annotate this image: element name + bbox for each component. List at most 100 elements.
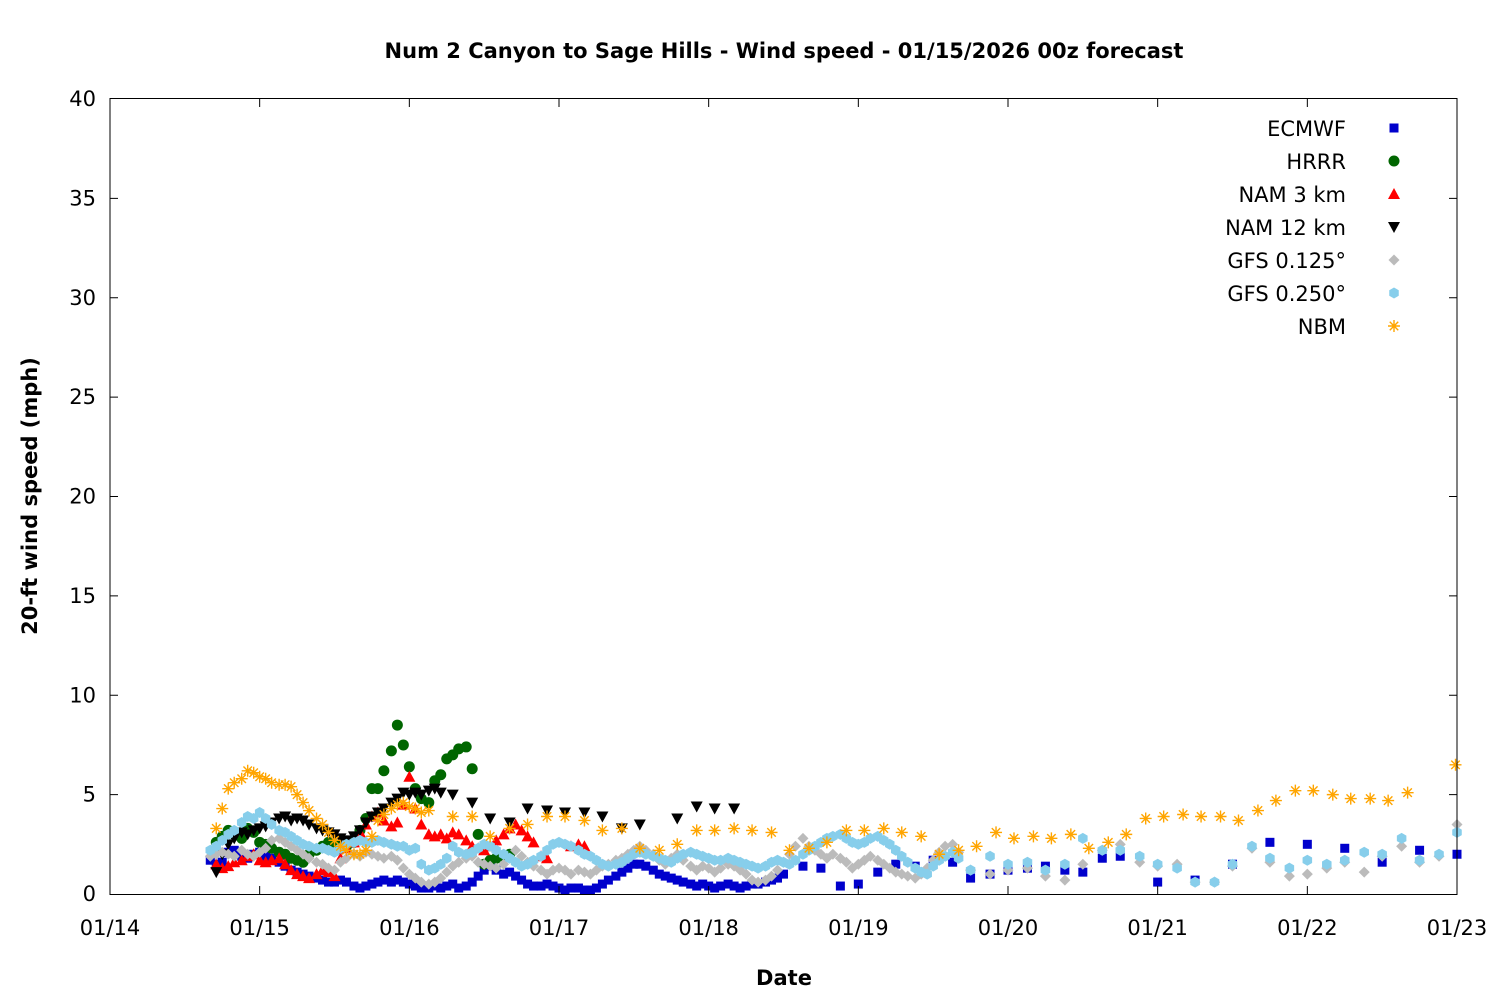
data-point [371, 814, 384, 827]
data-point [241, 764, 254, 777]
data-point [379, 875, 389, 885]
data-point [466, 763, 478, 775]
data-point [229, 824, 239, 836]
data-point [766, 870, 778, 882]
data-point [398, 877, 408, 887]
data-point [1401, 786, 1414, 799]
data-point [335, 875, 345, 885]
data-point [1377, 848, 1387, 860]
data-point [235, 772, 248, 785]
data-point [536, 881, 546, 891]
data-point [403, 761, 415, 773]
legend-label: NAM 12 km [1225, 216, 1346, 240]
data-point [716, 881, 726, 891]
x-tick-label: 01/20 [978, 916, 1039, 940]
data-point [671, 838, 684, 851]
data-point [1139, 812, 1152, 825]
data-point [318, 875, 328, 885]
data-point [391, 719, 403, 731]
data-point [1284, 862, 1295, 874]
data-point [441, 866, 453, 878]
data-point [453, 856, 465, 868]
data-point [783, 844, 796, 857]
data-point [560, 885, 570, 895]
data-point [835, 881, 845, 891]
data-point [484, 830, 497, 843]
data-point [1059, 874, 1071, 886]
data-point [686, 879, 696, 889]
plot-area [204, 719, 1463, 895]
data-point [603, 860, 614, 872]
data-point [503, 822, 516, 835]
data-point [1415, 845, 1425, 855]
data-point [1177, 808, 1190, 821]
data-point [698, 879, 708, 889]
data-point [741, 881, 751, 891]
data-point [303, 804, 316, 817]
data-point [585, 885, 595, 895]
data-point [1247, 840, 1257, 852]
data-point [452, 828, 465, 840]
data-point [728, 822, 741, 835]
data-point [565, 868, 577, 880]
data-point [367, 879, 377, 889]
data-point [1115, 844, 1126, 856]
data-point [416, 858, 427, 870]
legend-marker [1388, 222, 1400, 233]
data-point [446, 789, 459, 801]
data-point [633, 842, 646, 855]
data-point [922, 868, 932, 880]
data-point [660, 871, 670, 881]
data-point [858, 824, 871, 837]
data-point [521, 803, 534, 815]
data-point [596, 824, 609, 837]
data-point [391, 854, 403, 866]
data-point [349, 881, 359, 891]
data-point [692, 881, 702, 891]
data-point [448, 879, 458, 889]
data-point [515, 824, 528, 836]
data-point [497, 828, 510, 840]
data-point [1082, 842, 1095, 855]
data-point [633, 819, 646, 831]
data-point [666, 873, 676, 883]
data-point [746, 824, 759, 837]
data-point [1027, 830, 1040, 843]
data-point [297, 815, 310, 827]
data-point [1227, 858, 1238, 870]
x-tick-label: 01/15 [229, 916, 290, 940]
data-point [461, 881, 471, 891]
x-tick-label: 01/17 [529, 916, 590, 940]
data-point [1344, 792, 1357, 805]
legend-label: GFS 0.250° [1227, 282, 1346, 306]
data-point [247, 766, 260, 779]
data-point [379, 836, 389, 848]
data-point [641, 861, 651, 871]
data-point [1060, 865, 1070, 875]
data-point [1214, 810, 1227, 823]
data-point [596, 811, 609, 823]
data-point [404, 879, 414, 889]
data-point [466, 810, 479, 823]
data-point [902, 856, 913, 868]
data-point [310, 812, 323, 825]
data-point [328, 834, 341, 847]
data-point [573, 883, 583, 893]
data-point [1172, 862, 1182, 874]
data-point [460, 834, 473, 846]
data-point [373, 877, 383, 887]
data-point [392, 875, 402, 885]
data-point [1283, 870, 1295, 882]
data-point [273, 852, 286, 864]
data-point [528, 854, 539, 866]
data-point [440, 832, 453, 844]
x-tick-label: 01/19 [828, 916, 889, 940]
data-point [265, 776, 278, 789]
data-point [690, 824, 703, 837]
data-point [446, 810, 459, 823]
data-point [377, 808, 390, 821]
data-point [285, 864, 298, 876]
data-point [1190, 876, 1200, 888]
data-point [329, 864, 340, 876]
